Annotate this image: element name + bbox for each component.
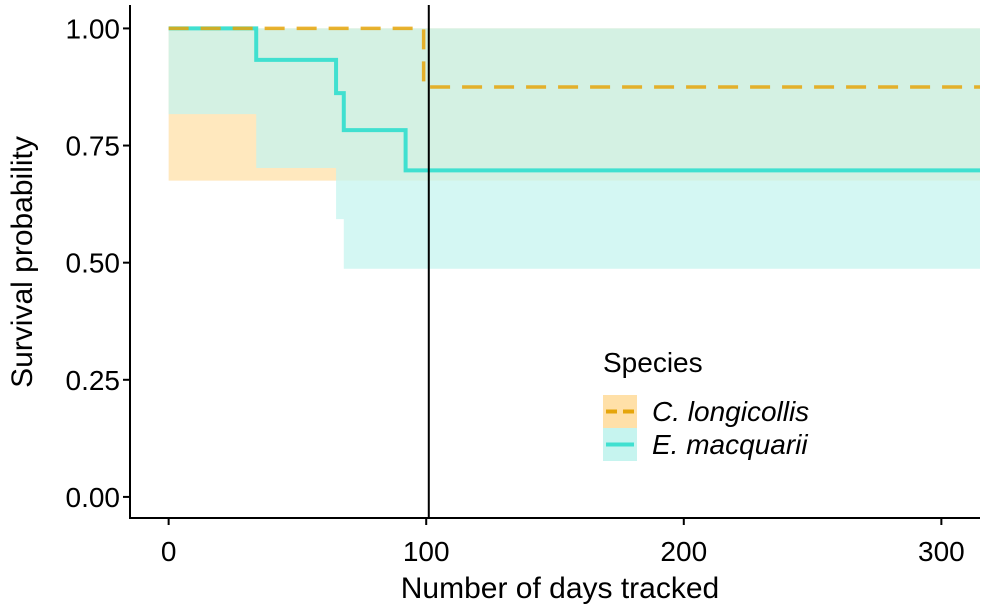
x-tick-label: 0: [161, 536, 177, 567]
survival-lines: [168, 26, 980, 173]
x-tick-label: 300: [918, 536, 965, 567]
y-tick-label: 0.25: [66, 365, 121, 396]
legend-label-c-longicollis: C. longicollis: [652, 396, 809, 427]
ci-band-e-macquarii: [168, 28, 981, 269]
y-tick-label: 1.00: [66, 13, 121, 44]
legend-label-e-macquarii: E. macquarii: [652, 429, 808, 460]
y-tick-label: 0.75: [66, 131, 121, 162]
x-axis-title: Number of days tracked: [401, 572, 719, 605]
y-tick-label: 0.50: [66, 248, 121, 279]
x-ticks: 0 100 200 300: [161, 518, 965, 567]
x-tick-label: 100: [403, 536, 450, 567]
survival-line-c-longicollis: [168, 26, 980, 89]
survival-line-e-macquarii: [168, 26, 980, 173]
axes: [129, 5, 980, 519]
y-ticks: 0.00 0.25 0.50 0.75 1.00: [66, 13, 130, 513]
ci-bands: [168, 28, 981, 269]
legend-title: Species: [603, 347, 703, 378]
y-axis-title: Survival probability: [6, 136, 39, 388]
x-tick-label: 200: [660, 536, 707, 567]
y-tick-label: 0.00: [66, 482, 121, 513]
